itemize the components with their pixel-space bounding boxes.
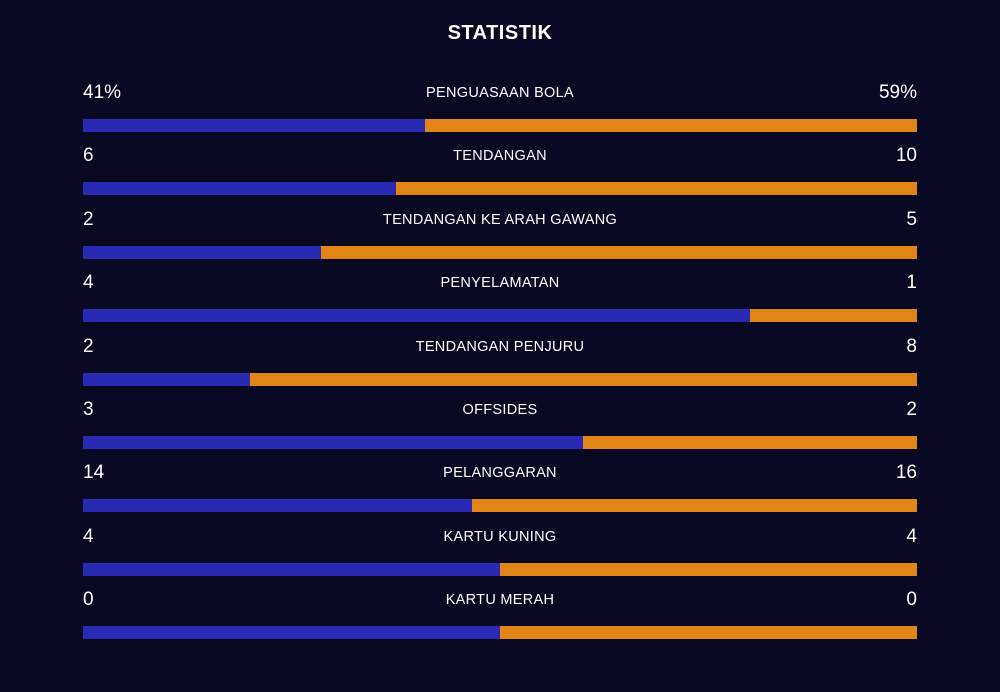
home-value: 2	[83, 208, 94, 230]
home-bar-fill	[83, 245, 322, 259]
comparison-bar	[83, 499, 917, 513]
stat-row-yellow-cards: 4 KARTU KUNING 4	[83, 526, 917, 589]
home-value: 3	[83, 398, 94, 420]
home-value: 0	[83, 589, 94, 611]
stat-label: OFFSIDES	[462, 401, 538, 418]
comparison-bar	[83, 435, 917, 449]
comparison-bar	[83, 562, 917, 576]
away-bar-fill	[395, 182, 917, 196]
stat-label: TENDANGAN PENJURU	[415, 338, 585, 355]
home-bar-fill	[83, 309, 751, 323]
away-bar-fill	[750, 309, 917, 323]
away-value: 10	[895, 145, 917, 167]
home-value: 6	[83, 145, 94, 167]
comparison-bar	[83, 182, 917, 196]
away-bar-fill	[583, 435, 917, 449]
home-value: 2	[83, 335, 94, 357]
away-bar-fill	[249, 372, 917, 386]
away-bar-fill	[321, 245, 917, 259]
home-bar-fill	[83, 562, 500, 576]
home-value: 41%	[83, 82, 122, 103]
home-bar-fill	[83, 372, 250, 386]
away-value: 0	[906, 589, 917, 611]
comparison-bar	[83, 119, 917, 132]
stat-label: KARTU KUNING	[443, 528, 557, 545]
comparison-bar	[83, 372, 917, 386]
comparison-bar	[83, 245, 917, 259]
stat-row-shots: 6 TENDANGAN 10	[83, 145, 917, 208]
away-value: 5	[906, 208, 917, 230]
home-bar-fill	[83, 182, 396, 196]
away-bar-fill	[500, 626, 917, 640]
away-value: 59%	[878, 82, 917, 103]
stat-row-fouls: 14 PELANGGARAN 16	[83, 462, 917, 525]
away-value: 1	[906, 272, 917, 294]
stat-row-red-cards: 0 KARTU MERAH 0	[83, 589, 917, 652]
stat-row-corners: 2 TENDANGAN PENJURU 8	[83, 336, 917, 399]
away-bar-fill	[472, 499, 917, 513]
home-value: 4	[83, 525, 94, 547]
stat-row-shots-on-target: 2 TENDANGAN KE ARAH GAWANG 5	[83, 209, 917, 272]
home-bar-fill	[83, 626, 500, 640]
stat-label: PENGUASAAN BOLA	[426, 85, 574, 101]
home-bar-fill	[83, 499, 473, 513]
home-bar-fill	[83, 435, 584, 449]
away-bar-fill	[424, 119, 917, 132]
stat-row-possession: 41% PENGUASAAN BOLA 59%	[83, 82, 917, 145]
page-title: STATISTIK	[447, 22, 553, 44]
stats-list: 41% PENGUASAAN BOLA 59% 6 TENDANGAN 10 2…	[83, 82, 917, 653]
away-value: 8	[906, 335, 917, 357]
stat-row-saves: 4 PENYELAMATAN 1	[83, 272, 917, 335]
stat-row-offsides: 3 OFFSIDES 2	[83, 399, 917, 462]
away-value: 2	[906, 398, 917, 420]
stat-label: PELANGGARAN	[443, 465, 557, 482]
home-value: 4	[83, 272, 94, 294]
stat-label: PENYELAMATAN	[440, 275, 560, 292]
stat-label: TENDANGAN	[453, 148, 547, 165]
away-value: 16	[895, 462, 917, 484]
comparison-bar	[83, 309, 917, 323]
stat-label: TENDANGAN KE ARAH GAWANG	[382, 211, 618, 228]
away-bar-fill	[500, 562, 917, 576]
comparison-bar	[83, 626, 917, 640]
home-bar-fill	[83, 119, 425, 132]
stat-label: KARTU MERAH	[445, 592, 555, 609]
away-value: 4	[906, 525, 917, 547]
home-value: 14	[83, 462, 105, 484]
